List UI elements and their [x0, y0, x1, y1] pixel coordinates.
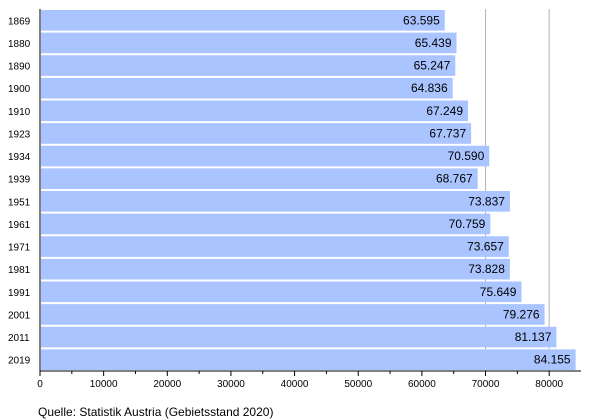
x-tick-label: 70000: [472, 379, 500, 390]
bar: [41, 55, 456, 76]
bar: [41, 32, 457, 54]
category-label: 1890: [8, 62, 31, 73]
data-label: 65.439: [415, 36, 452, 50]
data-label: 79.276: [503, 307, 540, 321]
source-note: Quelle: Statistik Austria (Gebietsstand …: [38, 405, 274, 419]
x-tick-label: 30000: [217, 379, 245, 390]
bar: [41, 258, 510, 280]
bar: [41, 326, 557, 348]
x-tick-label: 80000: [535, 379, 563, 390]
bar: [41, 349, 576, 370]
data-label: 73.837: [468, 194, 505, 208]
bar: [41, 304, 545, 325]
data-label: 75.649: [480, 285, 517, 299]
x-tick-label: 40000: [281, 379, 309, 390]
bar: [41, 123, 472, 144]
category-label: 1939: [8, 175, 31, 186]
data-label: 70.590: [448, 149, 485, 163]
category-label: 1961: [8, 220, 31, 231]
category-label: 1991: [8, 288, 31, 299]
data-label: 65.247: [414, 59, 451, 73]
category-label: 2001: [8, 310, 31, 321]
category-label: 1934: [8, 152, 31, 163]
data-label: 73.828: [468, 262, 505, 276]
bar: [41, 236, 509, 257]
x-tick-label: 0: [37, 379, 43, 390]
bar: [41, 281, 522, 303]
data-label: 73.657: [467, 240, 504, 254]
x-tick-label: 10000: [90, 379, 118, 390]
data-label: 67.249: [426, 104, 463, 118]
data-label: 70.759: [449, 217, 486, 231]
bar: [41, 77, 453, 99]
category-label: 1880: [8, 39, 31, 50]
x-tick-label: 20000: [153, 379, 181, 390]
category-label: 1923: [8, 129, 31, 140]
data-label: 84.155: [534, 353, 571, 367]
x-tick-label: 60000: [408, 379, 436, 390]
data-label: 68.767: [436, 172, 473, 186]
bar: [41, 168, 478, 189]
category-label: 2011: [8, 333, 30, 344]
category-label: 2019: [8, 356, 31, 367]
category-label: 1900: [8, 84, 31, 95]
data-label: 81.137: [515, 330, 552, 344]
category-label: 1869: [8, 16, 31, 27]
category-label: 1910: [8, 107, 31, 118]
data-label: 64.836: [411, 81, 448, 95]
category-label: 1971: [8, 243, 31, 254]
category-label: 1981: [8, 265, 31, 276]
bar: [41, 145, 490, 167]
bar: [41, 100, 469, 122]
bar: [41, 10, 445, 31]
bar: [41, 191, 510, 212]
data-label: 63.595: [403, 13, 440, 27]
category-label: 1951: [8, 197, 31, 208]
bar: [41, 213, 491, 235]
data-label: 67.737: [429, 126, 466, 140]
x-tick-label: 50000: [344, 379, 372, 390]
